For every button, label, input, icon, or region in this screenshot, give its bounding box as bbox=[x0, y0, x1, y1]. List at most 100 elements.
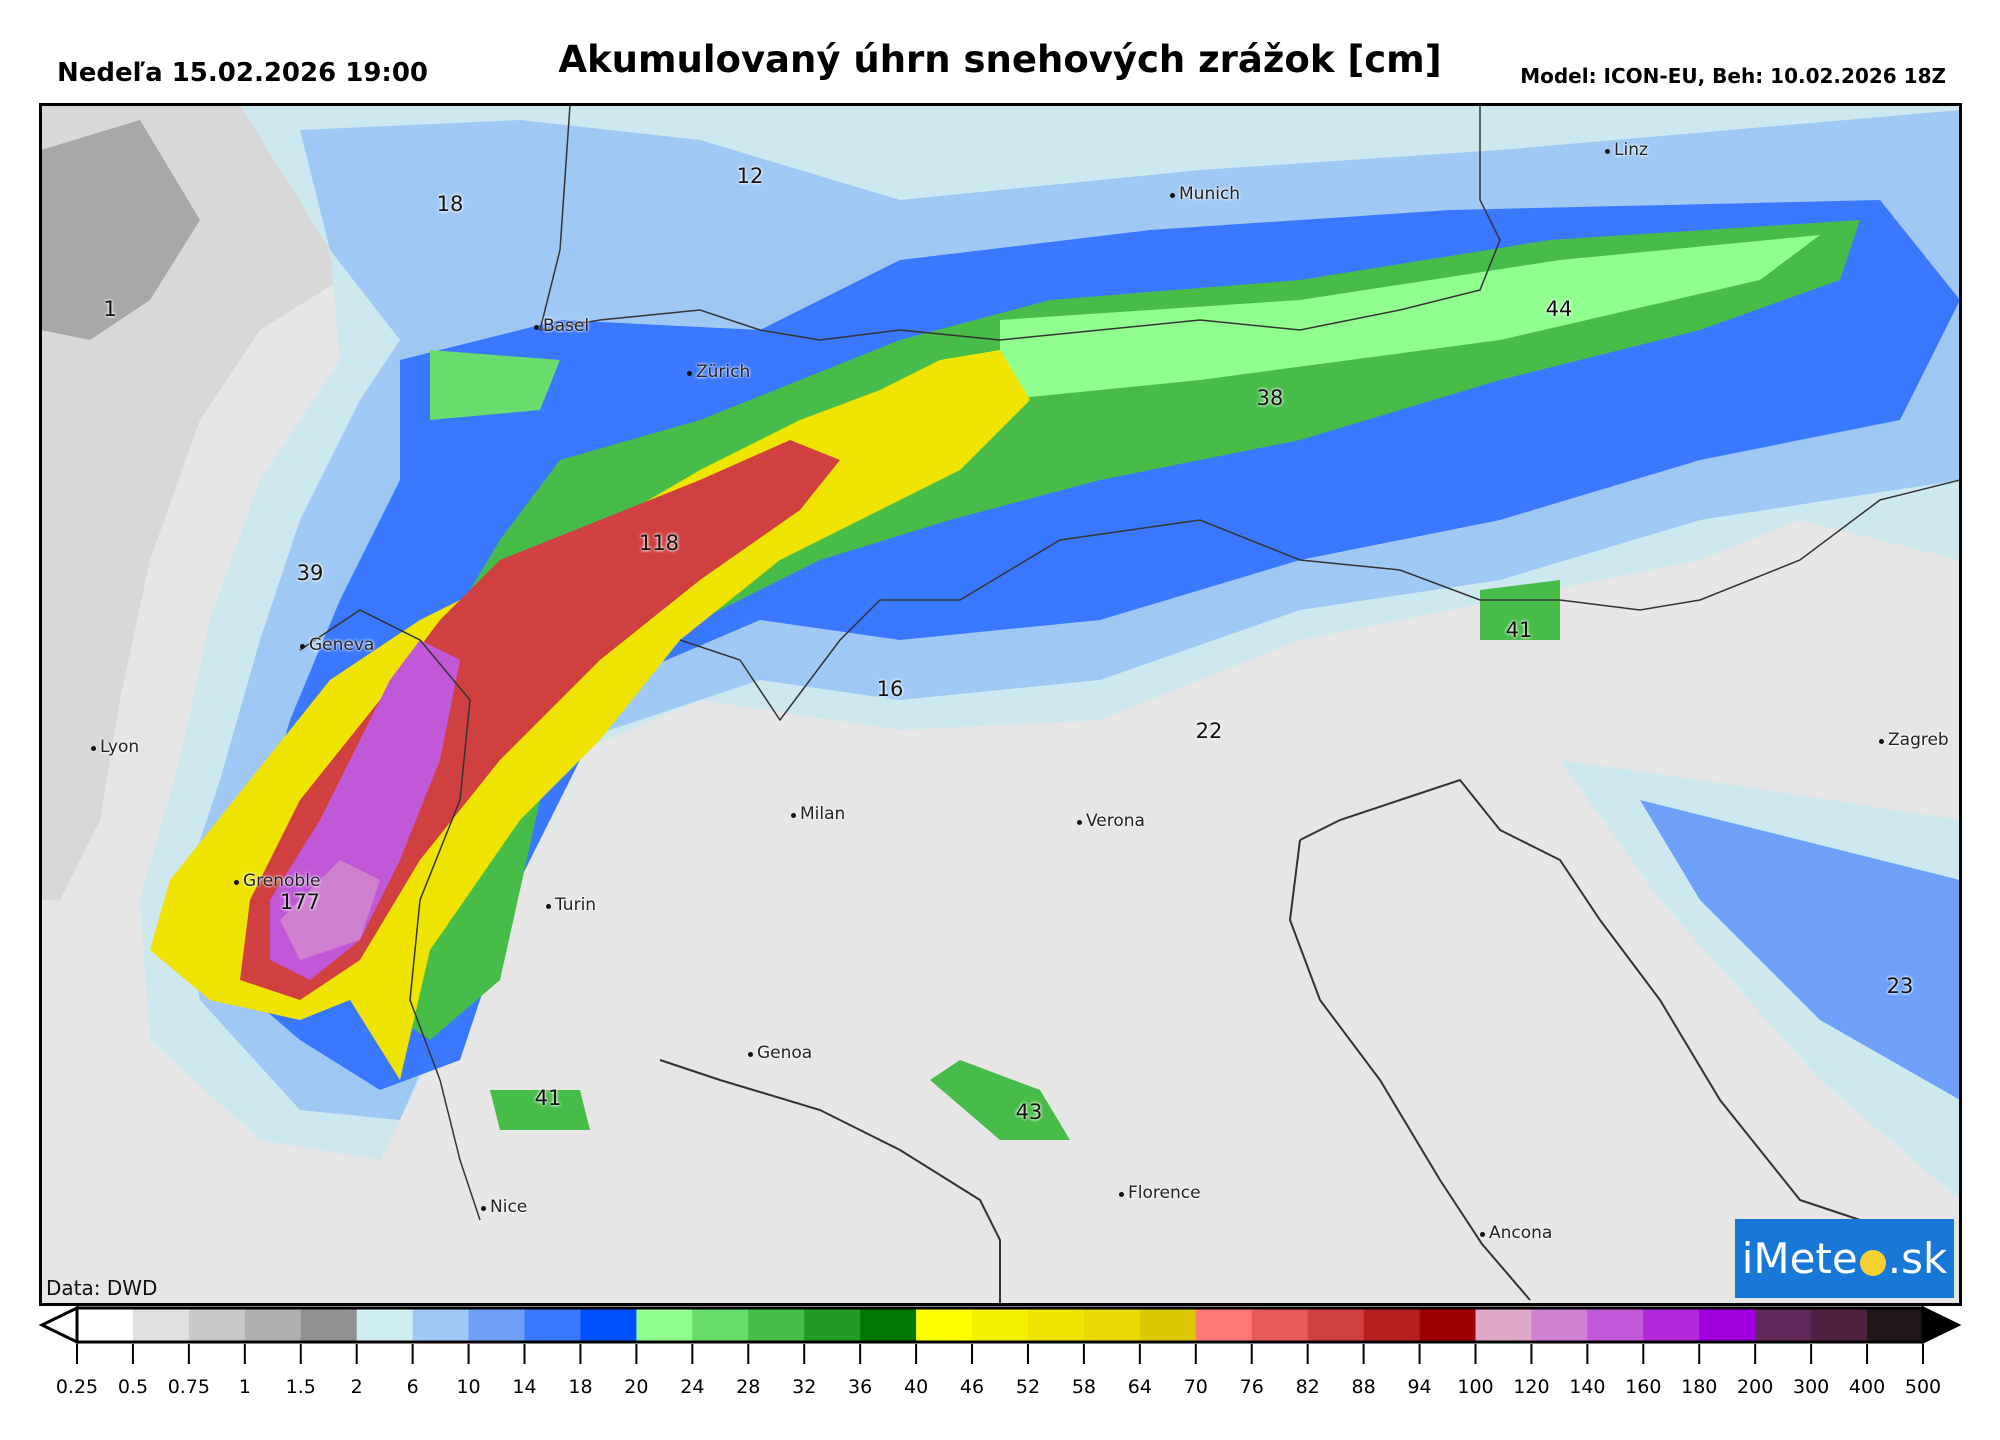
colorbar-segment bbox=[1139, 1308, 1197, 1342]
colorbar-tick-label: 140 bbox=[1569, 1376, 1606, 1398]
colorbar-segment bbox=[804, 1308, 861, 1342]
colorbar-tick-label: 10 bbox=[456, 1376, 481, 1398]
logo-text: iMete bbox=[1741, 1234, 1858, 1283]
city-label: Milan bbox=[790, 804, 846, 824]
value-label: 12 bbox=[736, 164, 764, 188]
colorbar-tick-label: 6 bbox=[406, 1376, 419, 1398]
colorbar-segment bbox=[1363, 1308, 1421, 1342]
colorbar-segment bbox=[692, 1308, 749, 1342]
value-label: 18 bbox=[436, 192, 464, 216]
colorbar-segment bbox=[412, 1308, 470, 1342]
colorbar-segment bbox=[300, 1308, 358, 1342]
model-run-info: Model: ICON-EU, Beh: 10.02.2026 18Z bbox=[1520, 64, 1946, 88]
colorbar-tick-label: 1.5 bbox=[285, 1376, 316, 1398]
colorbar-tick-label: 1 bbox=[238, 1376, 251, 1398]
value-label: 22 bbox=[1195, 719, 1223, 743]
colorbar-tick-label: 32 bbox=[792, 1376, 817, 1398]
colorbar-tick-label: 2 bbox=[350, 1376, 363, 1398]
city-label: Turin bbox=[545, 895, 597, 915]
colorbar-tick-label: 70 bbox=[1183, 1376, 1208, 1398]
colorbar-segment bbox=[636, 1308, 693, 1342]
imeteo-logo: iMete .sk bbox=[1735, 1219, 1954, 1298]
city-label: Ancona bbox=[1479, 1223, 1553, 1243]
city-label: Verona bbox=[1077, 811, 1145, 831]
colorbar-segment bbox=[1307, 1308, 1365, 1342]
colorbar-segment bbox=[188, 1308, 246, 1342]
colorbar-segment bbox=[468, 1308, 526, 1342]
colorbar-tick-label: 0.75 bbox=[167, 1376, 211, 1398]
value-label: 23 bbox=[1886, 974, 1914, 998]
colorbar-tick-label: 500 bbox=[1904, 1376, 1942, 1398]
colorbar-tick-label: 76 bbox=[1239, 1376, 1264, 1398]
value-label: 1 bbox=[103, 297, 117, 321]
value-label: 41 bbox=[534, 1086, 562, 1110]
city-label: Nice bbox=[480, 1197, 528, 1217]
colorbar-tick-label: 100 bbox=[1457, 1376, 1494, 1398]
logo-text: .sk bbox=[1887, 1234, 1948, 1283]
colorbar-tick-label: 46 bbox=[959, 1376, 985, 1398]
colorbar-segment bbox=[524, 1308, 581, 1342]
colorbar-segment bbox=[1419, 1308, 1476, 1342]
colorbar-tick-label: 64 bbox=[1127, 1376, 1152, 1398]
value-label: 16 bbox=[876, 677, 904, 701]
city-label: Zagreb bbox=[1879, 730, 1949, 750]
colorbar-tick-label: 58 bbox=[1071, 1376, 1096, 1398]
sun-icon bbox=[1859, 1249, 1886, 1276]
colorbar-tick-label: 0.25 bbox=[55, 1376, 99, 1398]
map-title: Akumulovaný úhrn snehových zrážok [cm] bbox=[558, 38, 1442, 81]
snowfall-map: 18 12 1 39 118 38 44 41 16 22 177 41 43 … bbox=[39, 103, 1962, 1306]
city-label: Grenoble bbox=[233, 871, 321, 891]
colorbar-tick-label: 94 bbox=[1407, 1376, 1432, 1398]
city-label: Munich bbox=[1169, 184, 1241, 204]
colorbar-segment bbox=[580, 1308, 637, 1342]
colorbar-tick-label: 28 bbox=[736, 1376, 761, 1398]
city-label: Lyon bbox=[90, 737, 140, 757]
colorbar-tick-label: 88 bbox=[1351, 1376, 1376, 1398]
colorbar-segment bbox=[1587, 1308, 1644, 1342]
city-label: Genoa bbox=[747, 1043, 813, 1063]
colorbar-tick-label: 120 bbox=[1513, 1376, 1550, 1398]
city-label: Geneva bbox=[299, 635, 375, 655]
colorbar-segment bbox=[860, 1308, 917, 1342]
colorbar-over-arrow bbox=[1921, 1305, 1962, 1345]
value-label: 177 bbox=[279, 890, 321, 914]
data-credit: Data: DWD bbox=[46, 1276, 158, 1300]
colorbar-tick-label: 52 bbox=[1015, 1376, 1041, 1398]
value-label: 44 bbox=[1545, 297, 1573, 321]
colorbar-tick-label: 300 bbox=[1792, 1376, 1830, 1398]
city-label: Basel bbox=[533, 316, 590, 336]
value-label: 41 bbox=[1505, 618, 1533, 642]
colorbar-tick-label: 200 bbox=[1737, 1376, 1774, 1398]
colorbar-segment bbox=[1755, 1308, 1812, 1342]
colorbar-tick-label: 82 bbox=[1295, 1376, 1320, 1398]
colorbar-tick-label: 18 bbox=[568, 1376, 593, 1398]
colorbar-segment bbox=[1867, 1308, 1924, 1342]
colorbar-tick-label: 36 bbox=[848, 1376, 873, 1398]
colorbar-tick-label: 400 bbox=[1848, 1376, 1886, 1398]
colorbar bbox=[38, 1305, 1962, 1364]
colorbar-segment bbox=[972, 1308, 1029, 1342]
colorbar-segment bbox=[748, 1308, 805, 1342]
snowfall-field bbox=[42, 106, 1959, 1303]
colorbar-tick-label: 24 bbox=[680, 1376, 705, 1398]
colorbar-segment bbox=[1083, 1308, 1141, 1342]
city-label: Zürich bbox=[686, 362, 751, 382]
colorbar-segment bbox=[1027, 1308, 1085, 1342]
colorbar-segment bbox=[1811, 1308, 1868, 1342]
colorbar-segment bbox=[1475, 1308, 1532, 1342]
colorbar-tick-label: 160 bbox=[1625, 1376, 1662, 1398]
colorbar-segment bbox=[1531, 1308, 1588, 1342]
city-label: Linz bbox=[1605, 140, 1648, 160]
colorbar-tick-label: 14 bbox=[512, 1376, 537, 1398]
value-label: 38 bbox=[1256, 386, 1284, 410]
colorbar-segment bbox=[1251, 1308, 1309, 1342]
colorbar-segment bbox=[1195, 1308, 1253, 1342]
colorbar-frame bbox=[75, 1306, 1925, 1344]
valid-datetime: Nedeľa 15.02.2026 19:00 bbox=[57, 58, 428, 88]
colorbar-tick-label: 20 bbox=[624, 1376, 649, 1398]
value-label: 43 bbox=[1015, 1100, 1043, 1124]
colorbar-segment bbox=[77, 1308, 134, 1342]
colorbar-tick-label: 180 bbox=[1681, 1376, 1718, 1398]
colorbar-tick-label: 40 bbox=[903, 1376, 929, 1398]
colorbar-segment bbox=[132, 1308, 190, 1342]
